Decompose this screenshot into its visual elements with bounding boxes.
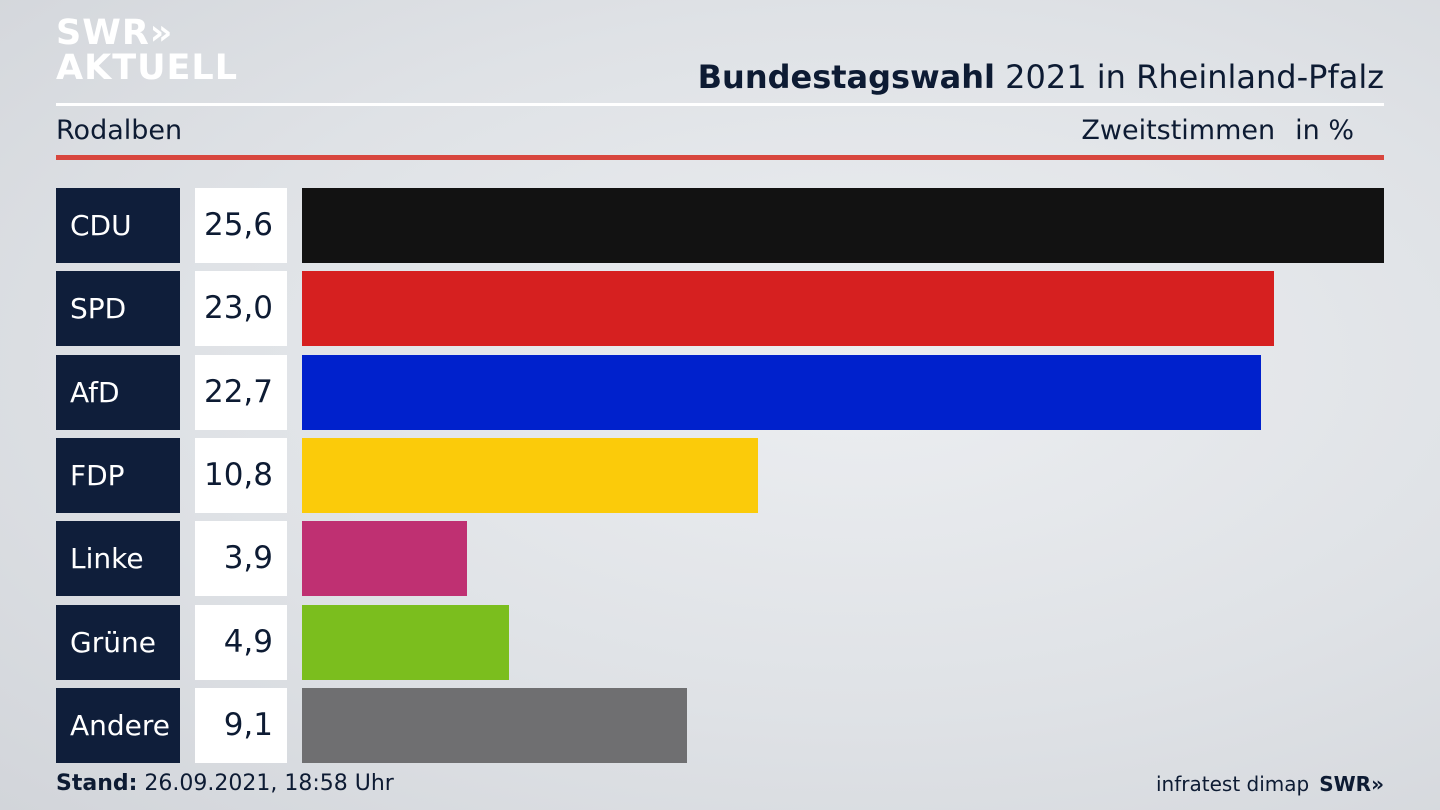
unit-text: in % — [1295, 115, 1354, 146]
party-label: Grüne — [56, 604, 180, 680]
bar-row: Grüne 4,9 — [56, 604, 1384, 680]
stand-label: Stand: — [56, 771, 138, 796]
bar — [302, 271, 1274, 347]
location-label: Rodalben — [56, 115, 183, 146]
party-label: CDU — [56, 188, 180, 263]
bar — [302, 604, 509, 680]
chart-title: Bundestagswahl 2021 in Rheinland-Pfalz — [698, 58, 1384, 96]
party-label: SPD — [56, 271, 180, 347]
value-label: 23,0 — [195, 271, 287, 347]
measure-text: Zweitstimmen — [1081, 115, 1276, 146]
title-rest: 2021 in Rheinland-Pfalz — [995, 58, 1384, 96]
value-label: 10,8 — [195, 437, 287, 513]
party-label: Andere — [56, 687, 180, 763]
value-label: 9,1 — [195, 687, 287, 763]
bar — [302, 521, 467, 597]
value-label: 22,7 — [195, 354, 287, 430]
swr-aktuell-logo: SWR» AKTUELL — [56, 16, 238, 86]
party-label: FDP — [56, 437, 180, 513]
bar — [302, 437, 758, 513]
header-divider — [56, 103, 1384, 106]
bar-row: FDP 10,8 — [56, 437, 1384, 513]
logo-line-2: AKTUELL — [56, 48, 239, 88]
bar-row: Andere 9,1 — [56, 687, 1384, 763]
value-label: 25,6 — [195, 188, 287, 263]
value-label: 3,9 — [195, 521, 287, 597]
measure-label: Zweitstimmen in % — [1081, 115, 1354, 146]
party-label: AfD — [56, 354, 180, 430]
bar-row: Linke 3,9 — [56, 521, 1384, 597]
source-text: infratest dimap — [1156, 772, 1310, 796]
bar — [302, 188, 1384, 263]
bar-row: AfD 22,7 — [56, 354, 1384, 430]
logo-line-1: SWR» — [56, 13, 174, 53]
party-label: Linke — [56, 521, 180, 597]
bar — [302, 687, 687, 763]
stand-value: 26.09.2021, 18:58 Uhr — [137, 771, 394, 796]
timestamp: Stand: 26.09.2021, 18:58 Uhr — [56, 771, 394, 796]
title-bold: Bundestagswahl — [697, 58, 995, 96]
value-label: 4,9 — [195, 604, 287, 680]
bar — [302, 354, 1261, 430]
bar-row: SPD 23,0 — [56, 271, 1384, 347]
swr-footer-logo: SWR» — [1319, 772, 1384, 796]
source-credit: infratest dimap SWR» — [1156, 772, 1384, 796]
bar-row: CDU 25,6 — [56, 188, 1384, 263]
accent-divider — [56, 155, 1384, 160]
